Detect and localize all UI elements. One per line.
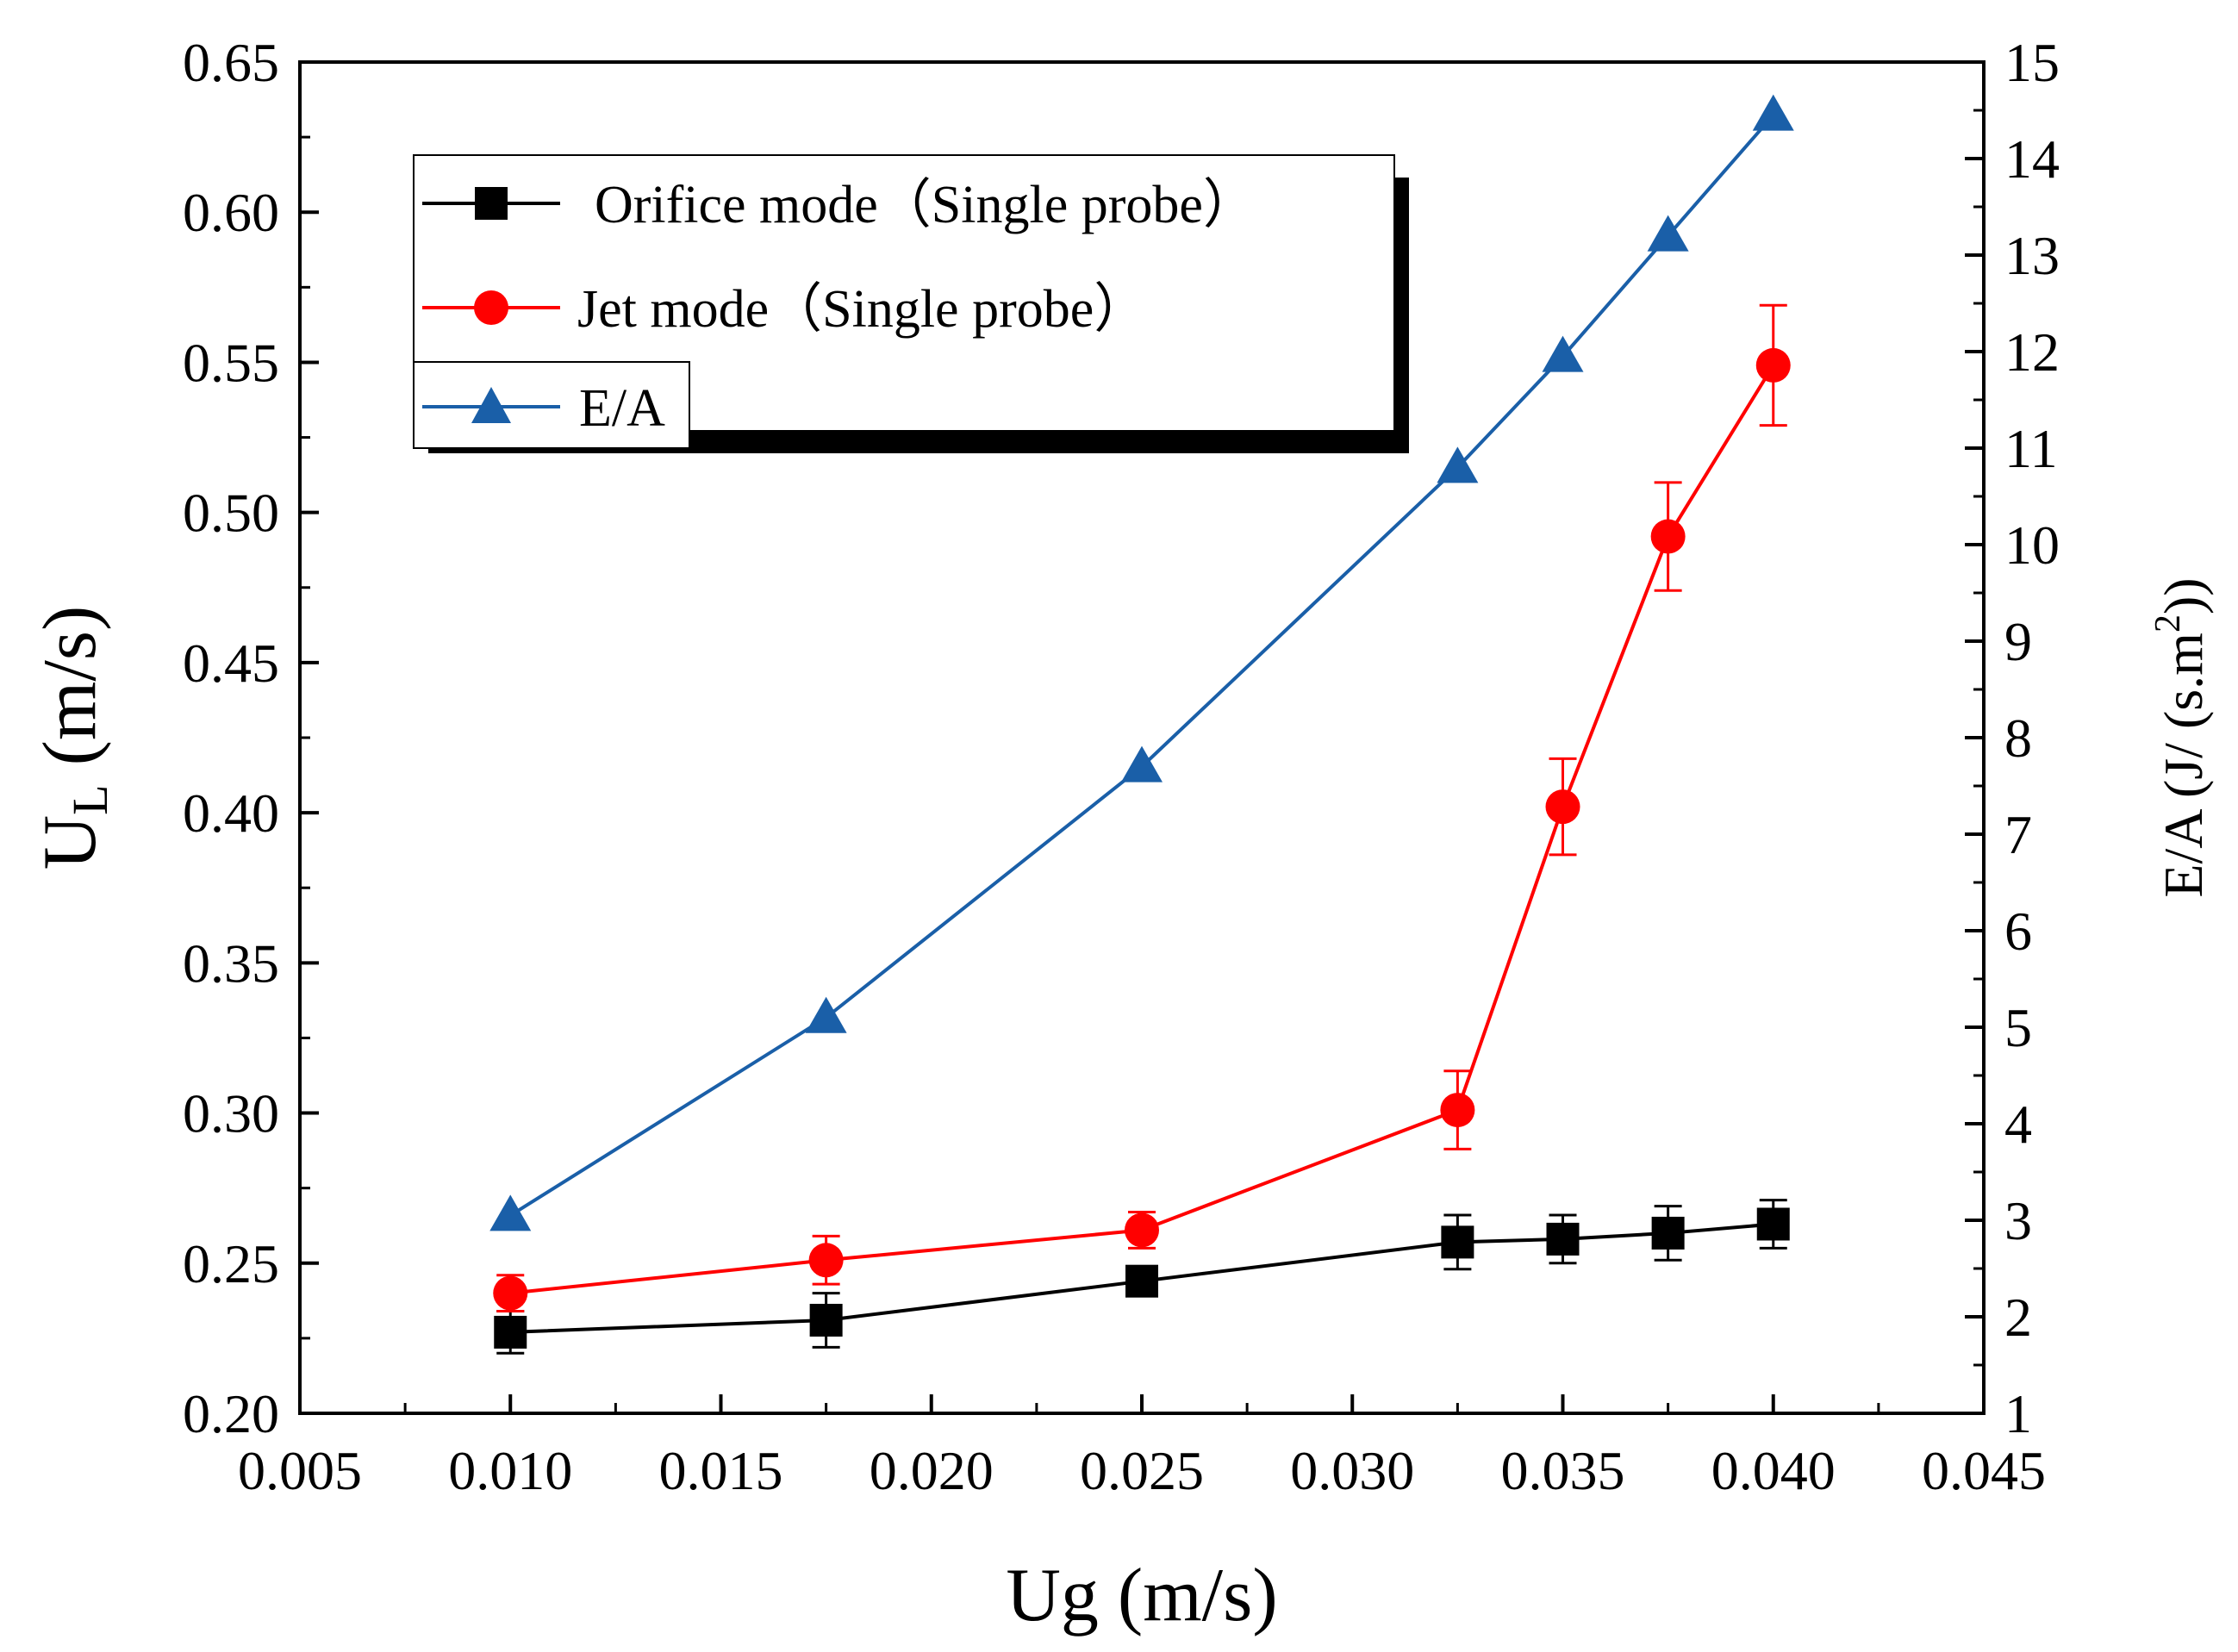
data-point-square xyxy=(1546,1222,1580,1256)
data-point-triangle xyxy=(1542,335,1584,372)
x-tick-label: 0.005 xyxy=(238,1440,362,1501)
legend: Orifice mode（Single probe） Jet mode（Sing… xyxy=(413,154,1409,453)
y2-tick-label: 8 xyxy=(2004,708,2032,769)
y2-tick-label: 13 xyxy=(2004,225,2060,286)
x-tick-label: 0.025 xyxy=(1080,1440,1204,1501)
y2-axis-title-superscript: 2 xyxy=(2148,614,2188,633)
y-tick-label: 0.60 xyxy=(183,182,279,243)
legend-marker-orifice xyxy=(475,187,508,220)
y2-axis-title-prefix: E/A (J/ (s.m xyxy=(2153,633,2214,898)
data-point-triangle xyxy=(1121,745,1163,782)
x-axis-title: Ug (m/s) xyxy=(1006,1554,1277,1637)
y2-tick-label: 11 xyxy=(2004,418,2058,479)
x-tick-label: 0.045 xyxy=(1922,1440,2046,1501)
data-point-square xyxy=(1125,1264,1158,1298)
x-tick-label: 0.030 xyxy=(1290,1440,1414,1501)
y2-axis-title: E/A (J/ (s.m2)) xyxy=(2148,577,2214,897)
y2-tick-label: 6 xyxy=(2004,901,2032,962)
y2-axis-title-suffix: )) xyxy=(2153,577,2214,614)
data-point-triangle xyxy=(805,996,847,1033)
x-tick-label: 0.015 xyxy=(659,1440,783,1501)
y-tick-label: 0.35 xyxy=(183,932,279,994)
series-line xyxy=(510,364,1775,1295)
y-axis-title-subscript: L xyxy=(62,784,118,814)
legend-marker-jet xyxy=(474,290,508,325)
y-tick-label: 0.65 xyxy=(183,32,279,93)
series-2 xyxy=(489,94,1794,1231)
y-tick-label: 0.25 xyxy=(183,1233,279,1294)
y2-tick-label: 15 xyxy=(2004,32,2060,93)
x-tick-label: 0.040 xyxy=(1711,1440,1836,1501)
data-point-triangle xyxy=(1437,446,1479,483)
data-point-circle xyxy=(1755,347,1791,383)
legend-label-jet: Jet mode（Single probe） xyxy=(577,280,1147,339)
y2-tick-label: 10 xyxy=(2004,514,2060,576)
y-tick-label: 0.30 xyxy=(183,1083,279,1144)
legend-marker-ea xyxy=(471,387,511,423)
y2-tick-label: 4 xyxy=(2004,1094,2032,1155)
plot-frame xyxy=(298,60,1986,1415)
y2-tick-label: 2 xyxy=(2004,1287,2032,1348)
y-axis-title-units: (m/s) xyxy=(28,606,112,785)
data-point-circle xyxy=(1440,1093,1475,1128)
data-point-circle xyxy=(1125,1213,1159,1248)
legend-label-orifice: Orifice mode（Single probe） xyxy=(595,176,1256,234)
y2-tick-label: 3 xyxy=(2004,1190,2032,1251)
data-point-square xyxy=(1756,1207,1790,1241)
data-point-square xyxy=(1441,1225,1474,1259)
x-tick-label: 0.035 xyxy=(1501,1440,1625,1501)
y-tick-label: 0.20 xyxy=(183,1383,279,1444)
y-tick-label: 0.40 xyxy=(183,782,279,844)
axis-ticks: 0.005 0.010 0.015 0.020 0.025 0.030 0.035 0.040… xyxy=(183,32,2060,1501)
y-axis-title-main: U xyxy=(28,815,112,870)
data-point-triangle xyxy=(1647,215,1689,252)
y2-tick-label: 7 xyxy=(2004,804,2032,865)
y-tick-label: 0.45 xyxy=(183,633,279,694)
y2-tick-label: 9 xyxy=(2004,611,2032,672)
data-point-circle xyxy=(1545,789,1580,825)
y-tick-label: 0.50 xyxy=(183,483,279,544)
y2-tick-label: 1 xyxy=(2004,1383,2032,1444)
y-tick-label: 0.55 xyxy=(183,332,279,393)
data-point-circle xyxy=(808,1243,844,1278)
legend-label-ea: E/A xyxy=(579,379,665,438)
y2-tick-label: 14 xyxy=(2004,128,2060,190)
data-point-circle xyxy=(493,1275,528,1311)
series-0 xyxy=(494,1199,1790,1355)
y-axis-title: UL (m/s) xyxy=(28,606,118,870)
data-point-triangle xyxy=(1752,94,1794,131)
data-point-square xyxy=(494,1315,527,1349)
data-point-circle xyxy=(1650,519,1686,554)
data-series xyxy=(489,94,1794,1355)
y2-tick-label: 12 xyxy=(2004,321,2060,383)
x-tick-label: 0.010 xyxy=(448,1440,572,1501)
series-1 xyxy=(493,303,1791,1313)
data-point-square xyxy=(809,1303,843,1337)
x-tick-label: 0.020 xyxy=(870,1440,994,1501)
y2-tick-label: 5 xyxy=(2004,997,2032,1058)
data-point-square xyxy=(1651,1216,1685,1250)
data-point-triangle xyxy=(489,1194,532,1231)
